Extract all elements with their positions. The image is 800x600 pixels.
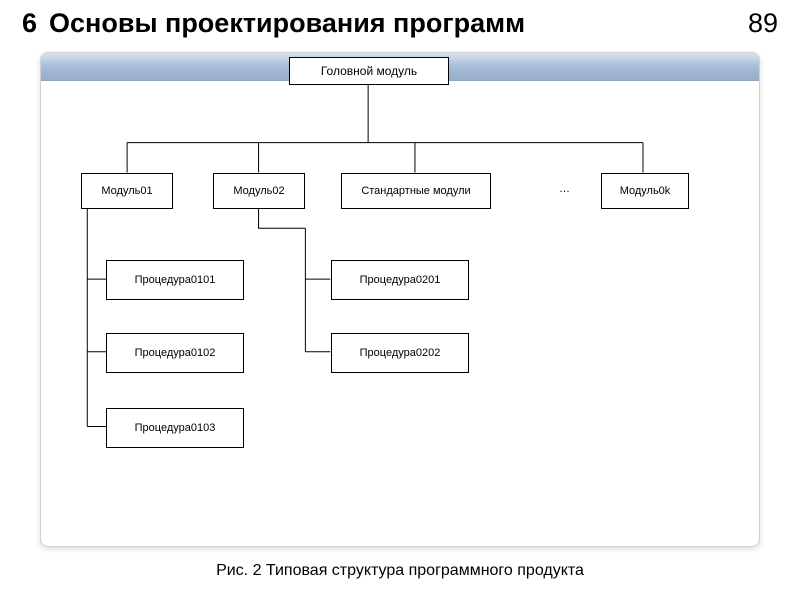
node-p0201: Процедура0201 xyxy=(331,260,469,300)
node-m02: Модуль02 xyxy=(213,173,305,209)
node-root: Головной модуль xyxy=(289,57,449,85)
node-m0k: Модуль0k xyxy=(601,173,689,209)
node-p0102: Процедура0102 xyxy=(106,333,244,373)
node-m01: Модуль01 xyxy=(81,173,173,209)
ellipsis: … xyxy=(559,183,570,195)
node-p0103: Процедура0103 xyxy=(106,408,244,448)
node-std: Стандартные модули xyxy=(341,173,491,209)
diagram-panel: Головной модуль Модуль01 Модуль02 Стандартн… xyxy=(40,52,760,547)
page-header: 6 Основы проектирования программ 89 xyxy=(0,8,800,39)
node-p0202: Процедура0202 xyxy=(331,333,469,373)
header-left: 6 Основы проектирования программ xyxy=(22,8,525,39)
page-number: 89 xyxy=(748,8,778,39)
figure-caption: Рис. 2 Типовая структура программного пр… xyxy=(0,562,800,580)
org-tree-diagram: Головной модуль Модуль01 Модуль02 Стандартн… xyxy=(41,53,759,546)
chapter-number: 6 xyxy=(22,8,37,39)
chapter-title: Основы проектирования программ xyxy=(49,8,525,39)
node-p0101: Процедура0101 xyxy=(106,260,244,300)
